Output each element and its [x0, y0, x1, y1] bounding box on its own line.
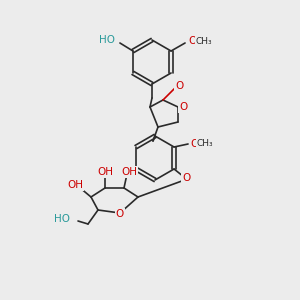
- Text: CH₃: CH₃: [196, 140, 213, 148]
- Text: O: O: [182, 173, 190, 183]
- Text: OH: OH: [121, 167, 137, 177]
- Text: O: O: [190, 139, 198, 149]
- Text: HO: HO: [99, 35, 115, 45]
- Text: O: O: [188, 36, 196, 46]
- Text: OH: OH: [97, 167, 113, 177]
- Text: O: O: [116, 209, 124, 219]
- Text: O: O: [179, 102, 187, 112]
- Text: O: O: [175, 81, 183, 91]
- Text: OH: OH: [67, 180, 83, 190]
- Text: HO: HO: [54, 214, 70, 224]
- Text: CH₃: CH₃: [195, 37, 212, 46]
